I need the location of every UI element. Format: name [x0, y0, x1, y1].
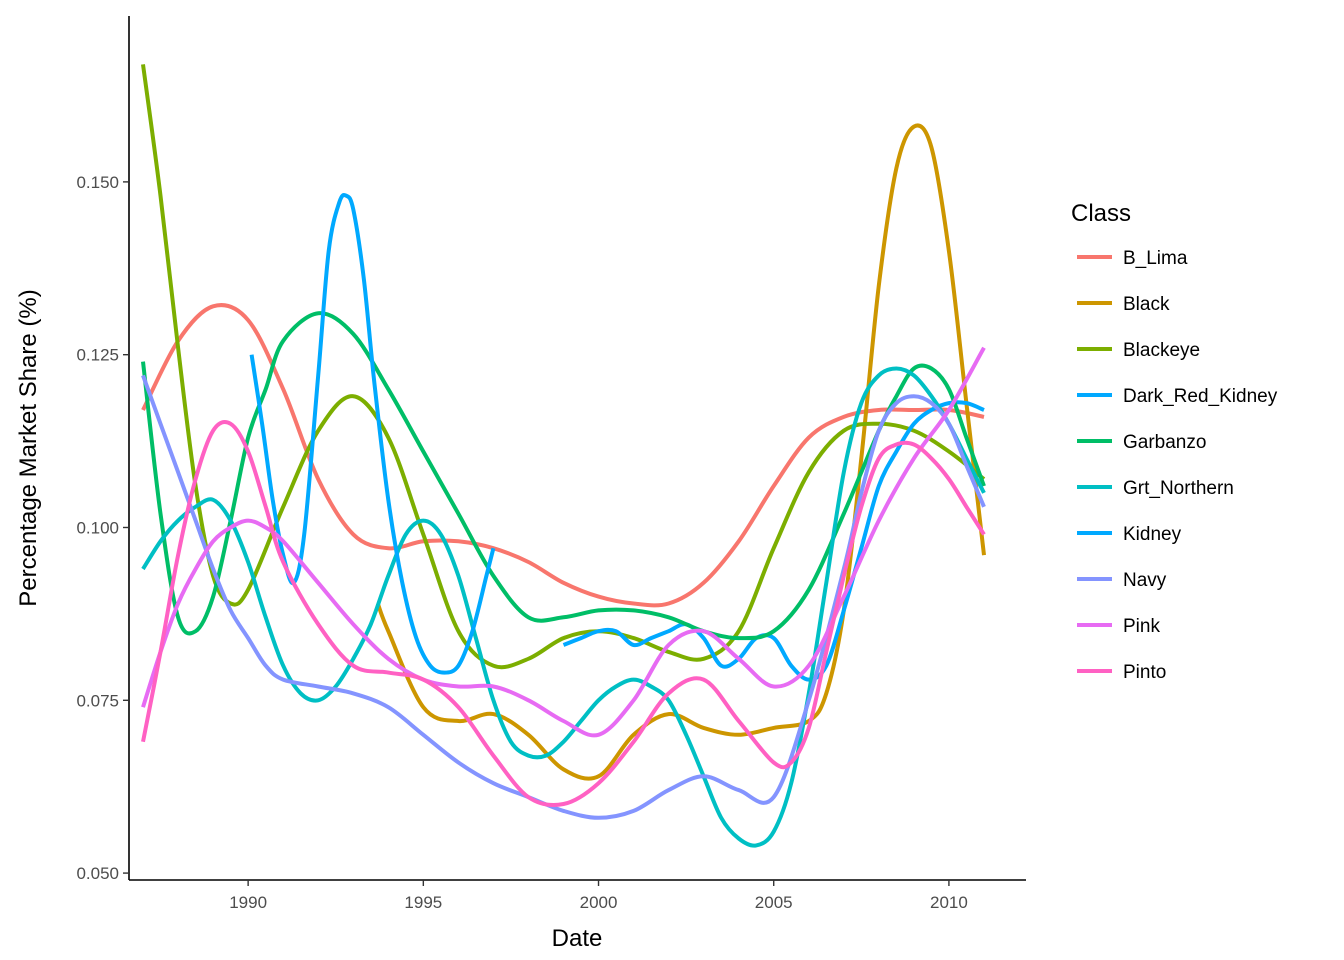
series-line-dark-red-kidney — [562, 400, 985, 682]
legend-label-garbanzo: Garbanzo — [1123, 432, 1206, 453]
y-tick-label: 0.150 — [76, 173, 119, 192]
plot-area — [141, 64, 986, 848]
legend-label-pink: Pink — [1123, 616, 1160, 637]
legend-label-pinto: Pinto — [1123, 662, 1166, 683]
series-line-navy — [141, 374, 986, 820]
legend-label-b-lima: B_Lima — [1123, 248, 1188, 269]
series-line-b-lima — [141, 303, 985, 608]
legend-title: Class — [1071, 200, 1131, 227]
x-axis-ticks: 1990 1995 2000 2005 2010 — [229, 880, 968, 912]
series-line-black — [375, 123, 986, 781]
legend-items: B_Lima Black Blackeye Dark_Red_Kidney Garban… — [1077, 248, 1278, 683]
series-line-kidney — [249, 192, 496, 675]
x-axis-title: Date — [552, 925, 603, 952]
legend-label-black: Black — [1123, 294, 1170, 315]
x-tick-label: 2000 — [580, 893, 618, 912]
series-line-pinto — [141, 420, 986, 808]
series-line-grt-northern — [141, 366, 986, 848]
legend-label-blackeye: Blackeye — [1123, 340, 1200, 361]
x-tick-label: 1990 — [229, 893, 267, 912]
x-tick-label: 1995 — [404, 893, 442, 912]
y-axis-title: Percentage Market Share (%) — [15, 289, 42, 606]
legend-label-grt-northern: Grt_Northern — [1123, 478, 1234, 499]
legend-label-kidney: Kidney — [1123, 524, 1182, 545]
x-tick-label: 2010 — [930, 893, 968, 912]
y-tick-label: 0.100 — [76, 518, 119, 537]
legend: Class B_Lima Black Blackeye Dark_Red_Kidney… — [1071, 200, 1278, 683]
legend-label-navy: Navy — [1123, 570, 1167, 591]
y-tick-label: 0.075 — [76, 691, 119, 710]
x-tick-label: 2005 — [755, 893, 793, 912]
series-line-blackeye — [141, 64, 986, 670]
legend-label-dark-red-kidney: Dark_Red_Kidney — [1123, 386, 1278, 407]
y-axis-ticks: 0.050 0.075 0.100 0.125 0.150 — [76, 173, 129, 883]
y-tick-label: 0.050 — [76, 864, 119, 883]
y-tick-label: 0.125 — [76, 346, 119, 365]
